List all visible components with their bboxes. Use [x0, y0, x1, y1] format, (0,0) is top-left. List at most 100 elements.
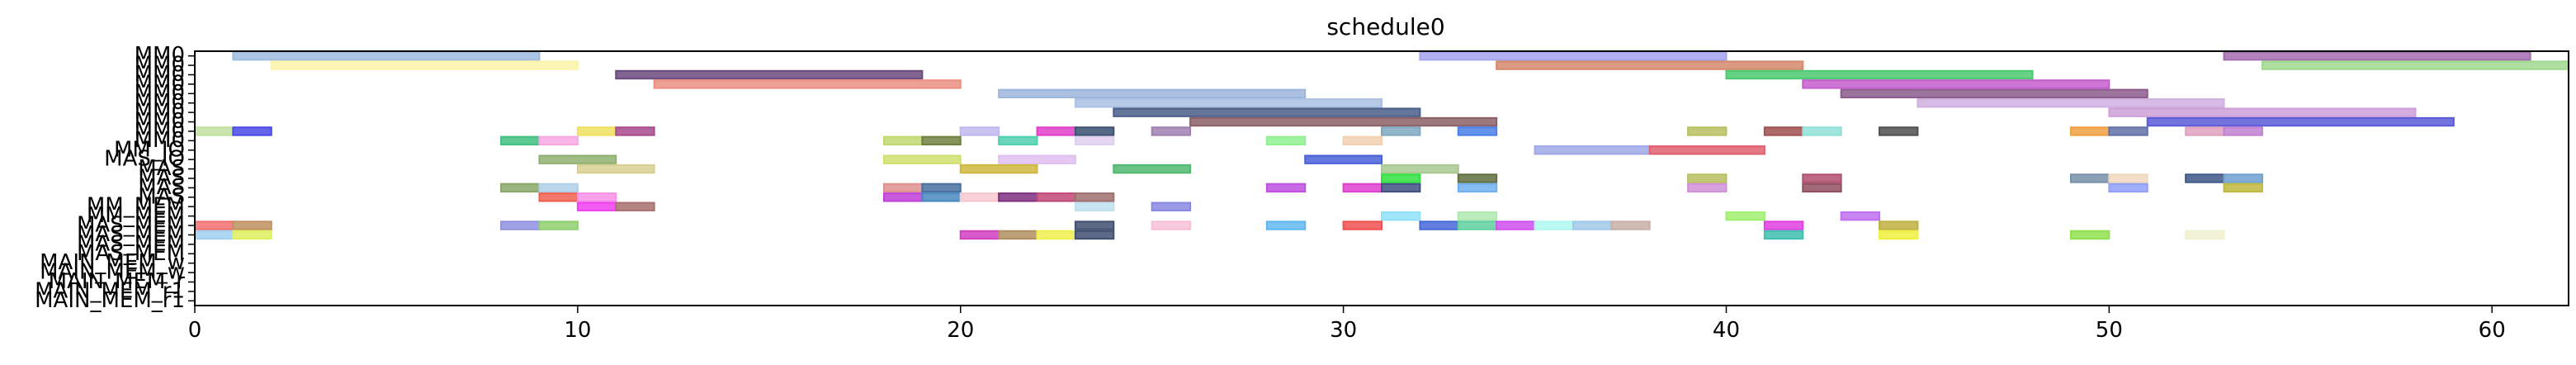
- gantt-bar: [2261, 60, 2570, 70]
- gantt-bar: [1342, 182, 1383, 193]
- gantt-bar: [194, 220, 234, 230]
- gantt-bar: [1763, 220, 1804, 230]
- gantt-bar: [1113, 107, 1421, 117]
- gantt-bar: [538, 220, 579, 230]
- gantt-bar: [1342, 135, 1383, 146]
- gantt-bar: [2069, 230, 2110, 240]
- gantt-bar: [1419, 220, 1459, 230]
- gantt-bar: [2223, 173, 2263, 183]
- gantt-bar: [2185, 126, 2225, 136]
- gantt-bar: [882, 154, 962, 164]
- x-axis: 0 10 20 30 40 50 60: [188, 306, 2506, 343]
- x-tick-label: 10: [564, 318, 591, 343]
- gantt-bar: [1725, 69, 2034, 80]
- gantt-bar: [1879, 220, 1919, 230]
- gantt-bar: [1725, 211, 1765, 221]
- bars-layer: [194, 51, 2570, 240]
- gantt-bar: [882, 135, 924, 146]
- gantt-bar: [1074, 126, 1115, 136]
- y-tick-label: MM_MEM: [87, 203, 185, 228]
- gantt-bar: [1687, 126, 1728, 136]
- gantt-bar: [1036, 230, 1076, 240]
- gantt-bar: [2223, 51, 2531, 61]
- gantt-bar: [2069, 173, 2110, 183]
- gantt-bar: [615, 126, 655, 136]
- gantt-bar: [2185, 230, 2225, 240]
- gantt-bar: [1151, 126, 1192, 136]
- gantt-bar: [1457, 182, 1498, 193]
- gantt-bar: [500, 135, 541, 146]
- y-tick-label: MM0: [135, 90, 185, 115]
- gantt-bar: [1763, 126, 1804, 136]
- y-tick-label: MM0: [135, 100, 185, 125]
- gantt-bar: [653, 79, 962, 89]
- gantt-bar: [1457, 173, 1498, 183]
- y-tick-label: MAIN_MEM_r1: [35, 288, 185, 313]
- gantt-bar: [538, 154, 617, 164]
- y-tick-label: MM0: [135, 118, 185, 143]
- gantt-bar: [1457, 126, 1498, 136]
- gantt-bar: [1113, 164, 1192, 174]
- gantt-bar: [882, 192, 924, 202]
- y-tick-label: MAIN_MEM_w: [40, 260, 185, 285]
- gantt-bar: [1381, 182, 1421, 193]
- gantt-bar: [1151, 201, 1192, 211]
- y-tick-label: MAS_MEM: [77, 231, 185, 256]
- gantt-bar: [500, 182, 541, 193]
- gantt-bar: [1381, 164, 1459, 174]
- gantt-bar: [1265, 135, 1307, 146]
- gantt-bar: [1457, 211, 1498, 221]
- gantt-bar: [2185, 173, 2225, 183]
- gantt-bar: [1840, 88, 2148, 99]
- gantt-bar: [232, 220, 272, 230]
- gantt-bar: [1074, 135, 1115, 146]
- gantt-bar: [1074, 230, 1115, 240]
- gantt-bar: [959, 126, 1000, 136]
- y-tick-label: MAS_MEM: [77, 213, 185, 238]
- gantt-bar: [1687, 182, 1728, 193]
- y-tick-label: MM0: [135, 128, 185, 153]
- gantt-bar: [998, 154, 1076, 164]
- gantt-bar: [959, 164, 1038, 174]
- gantt-bar: [576, 201, 617, 211]
- gantt-bar: [538, 135, 579, 146]
- y-tick-label: MM_IO: [114, 137, 185, 162]
- gantt-bar: [270, 60, 579, 70]
- gantt-bar: [921, 182, 962, 193]
- gantt-bar: [576, 126, 617, 136]
- gantt-bar: [1342, 220, 1383, 230]
- gantt-bar: [538, 192, 579, 202]
- gantt-bar: [1381, 173, 1421, 183]
- gantt-bar: [1419, 51, 1728, 61]
- plot-frame: [194, 50, 2569, 306]
- gantt-bar: [921, 192, 962, 202]
- y-tick-label: MAS: [138, 166, 185, 191]
- y-tick-label: MAIN_MEM_r: [49, 269, 186, 294]
- y-tick-label: MM0: [135, 53, 185, 78]
- gantt-bar: [232, 51, 541, 61]
- gantt-bar: [1496, 60, 1804, 70]
- x-tick-label: 50: [2096, 318, 2123, 343]
- gantt-bar: [2223, 182, 2263, 193]
- gantt-bar: [500, 220, 541, 230]
- gantt-bar: [959, 230, 1000, 240]
- gantt-bar: [1074, 201, 1115, 211]
- gantt-bar: [194, 230, 234, 240]
- y-tick-label: MAS_MEM: [77, 222, 185, 247]
- x-tick-label: 30: [1330, 318, 1357, 343]
- gantt-bar: [2108, 107, 2417, 117]
- gantt-bar: [1189, 116, 1498, 127]
- x-tick-label: 60: [2479, 318, 2506, 343]
- y-tick-label: MAIN_MEM_w: [40, 250, 185, 275]
- gantt-bar: [2108, 173, 2148, 183]
- gantt-bar: [1496, 220, 1536, 230]
- gantt-bar: [1840, 211, 1881, 221]
- y-tick-label: MAS_IO: [104, 147, 185, 172]
- gantt-bar: [538, 182, 579, 193]
- gantt-bar: [1879, 126, 1919, 136]
- x-tick-label: 40: [1713, 318, 1740, 343]
- y-tick-label: MAS: [138, 184, 185, 209]
- gantt-bar: [576, 192, 617, 202]
